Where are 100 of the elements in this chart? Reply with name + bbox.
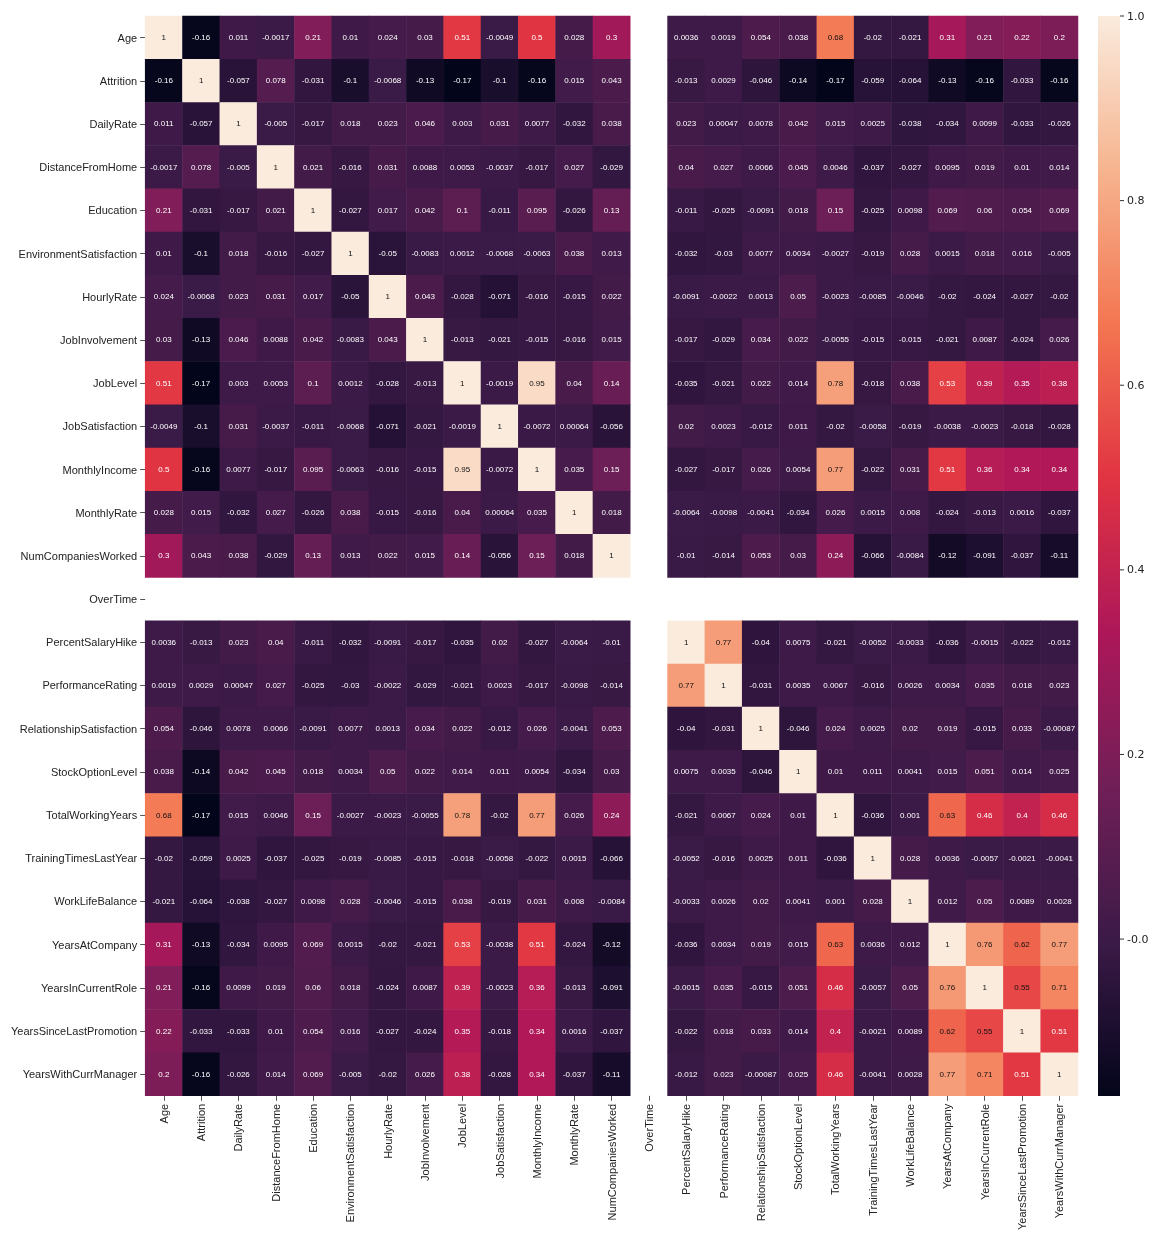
data-label: 0.0034 <box>785 249 811 259</box>
data-label: 0.71 <box>976 1069 994 1079</box>
data-label: -0.027 <box>898 162 922 172</box>
data-label: 0.024 <box>153 292 175 302</box>
data-label: 0.1 <box>456 205 469 215</box>
data-label: -0.0017 <box>262 33 290 43</box>
data-label: -0.021 <box>712 378 736 388</box>
data-label: -0.064 <box>898 76 922 86</box>
data-label: -0.013 <box>413 378 437 388</box>
data-label: -0.0072 <box>486 465 514 475</box>
data-label: 0.0089 <box>897 1026 923 1036</box>
data-label: 1 <box>683 637 689 647</box>
data-label: -0.02 <box>378 1069 398 1079</box>
data-label: -0.015 <box>413 853 437 863</box>
data-label: 0.031 <box>377 162 399 172</box>
data-label: -0.027 <box>264 896 288 906</box>
data-label: 0.016 <box>340 1026 361 1036</box>
data-label: -0.066 <box>600 853 624 863</box>
data-label: 0.0075 <box>673 767 699 777</box>
data-label: 0.027 <box>265 508 287 518</box>
data-label: 0.022 <box>601 292 623 302</box>
data-label: 0.0016 <box>562 1026 588 1036</box>
data-label: 0.63 <box>827 940 844 950</box>
data-label: 0.0077 <box>226 465 252 475</box>
y-tick-label: Attrition <box>99 74 138 87</box>
data-label: -0.16 <box>192 983 211 993</box>
data-label: -0.02 <box>378 940 398 950</box>
data-label: 0.013 <box>601 249 623 259</box>
data-label: 0.01 <box>156 249 173 259</box>
data-label: 0.05 <box>790 292 807 302</box>
data-label: 1 <box>310 205 316 215</box>
data-label: -0.012 <box>488 724 512 734</box>
data-label: -0.16 <box>192 33 211 43</box>
y-tick-label: NumCompaniesWorked <box>20 549 138 562</box>
data-label: -0.0091 <box>374 637 402 647</box>
y-tick-label: PercentSalaryHike <box>46 636 138 649</box>
data-label: -0.04 <box>677 724 696 734</box>
data-label: 0.0099 <box>972 119 998 129</box>
data-label: 0.022 <box>788 335 809 345</box>
data-label: 0.018 <box>303 767 324 777</box>
data-label: 0.02 <box>491 637 508 647</box>
data-label: -0.11 <box>602 1069 621 1079</box>
data-label: 0.024 <box>825 724 847 734</box>
data-label: -0.032 <box>674 249 699 259</box>
data-label: -0.016 <box>525 292 549 302</box>
data-label: 0.0067 <box>711 810 737 820</box>
data-label: 0.0089 <box>1009 896 1035 906</box>
data-label: 0.76 <box>976 940 994 950</box>
data-label: -0.034 <box>786 508 811 518</box>
x-tick-label: TrainingTimesLastYear <box>866 1103 879 1216</box>
data-label: 0.00064 <box>559 421 590 431</box>
data-label: 0.095 <box>526 205 548 215</box>
data-label: 0.031 <box>526 896 548 906</box>
data-label: 0.042 <box>788 119 809 129</box>
data-label: 0.026 <box>564 810 585 820</box>
data-label: -0.05 <box>378 249 398 259</box>
data-label: 0.05 <box>976 896 994 906</box>
data-label: -0.0098 <box>560 681 589 690</box>
data-label: 0.38 <box>454 1069 471 1079</box>
data-label: 0.04 <box>267 637 285 647</box>
data-label: 0.24 <box>603 810 620 820</box>
data-label: 1 <box>982 983 988 993</box>
data-label: -0.021 <box>413 421 437 431</box>
x-tick-label: TotalWorkingYears <box>829 1103 842 1195</box>
data-label: 0.21 <box>156 983 173 993</box>
data-label: -0.0037 <box>262 421 290 431</box>
data-label: -0.016 <box>339 162 363 172</box>
data-label: -0.032 <box>562 119 587 129</box>
data-label: 0.36 <box>976 465 994 475</box>
data-label: 0.038 <box>788 33 809 43</box>
data-label: 0.13 <box>603 205 620 215</box>
x-tick-label: PerformanceRating <box>717 1103 730 1199</box>
x-tick-label: YearsSinceLastPromotion <box>1016 1103 1029 1230</box>
data-label: 0.021 <box>303 162 324 172</box>
data-label: 0.042 <box>303 335 324 345</box>
data-label: 0.023 <box>713 1069 735 1079</box>
data-label: 0.038 <box>228 551 249 561</box>
data-label: 0.06 <box>976 205 994 215</box>
data-label: 0.77 <box>715 637 732 647</box>
data-label: -0.005 <box>1048 249 1072 259</box>
y-tick-label: JobSatisfaction <box>62 420 138 433</box>
data-label: -0.024 <box>973 292 997 302</box>
data-label: 0.34 <box>529 1026 546 1036</box>
data-label: -0.0046 <box>374 896 402 906</box>
data-label: 0.0078 <box>748 119 774 129</box>
data-label: 0.0029 <box>711 76 737 86</box>
data-label: 0.014 <box>1049 162 1070 172</box>
x-tick-label: Education <box>307 1103 320 1153</box>
data-label: -0.1 <box>194 421 209 431</box>
data-label: -0.027 <box>376 1026 400 1036</box>
data-label: 0.77 <box>827 465 844 475</box>
data-label: 0.0035 <box>785 681 811 690</box>
data-label: -0.056 <box>600 421 624 431</box>
data-label: 0.021 <box>265 205 287 215</box>
data-label: 0.04 <box>566 378 583 388</box>
data-label: 0.043 <box>191 551 212 561</box>
data-label: -0.037 <box>861 162 885 172</box>
data-label: 0.025 <box>788 1069 809 1079</box>
data-label: -0.064 <box>189 896 214 906</box>
data-label: -0.0063 <box>523 249 552 259</box>
